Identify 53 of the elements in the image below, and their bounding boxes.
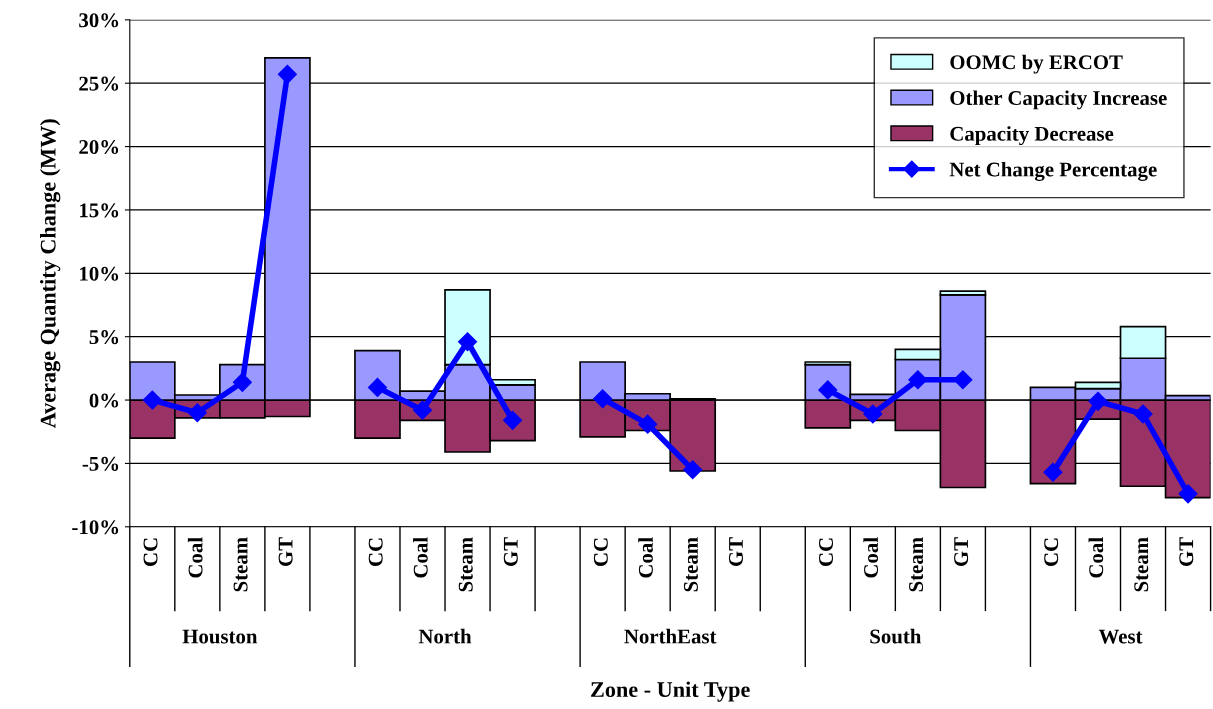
y-tick-label: 25% [79,76,119,91]
legend-label: Net Change Percentage [949,161,1157,181]
point [1133,404,1153,424]
legend-label: Capacity Decrease [950,126,1114,146]
text: NorthEast [624,628,717,644]
x-tick-label: CC [143,538,158,566]
y-tick-label: 30% [79,13,119,28]
x-tick-label: GT [1179,537,1194,567]
text: Houston [182,629,258,644]
x-tick-label: GT [503,537,518,567]
x-tick-label: CC [593,538,608,566]
x-tick-label: Coal [1088,537,1104,578]
y-tick-label: 10% [80,266,119,281]
x-tick-label: Steam [1134,537,1149,592]
x-tick-label: Steam [458,537,473,592]
x-tick-label: GT [728,537,743,567]
text: North [418,628,472,644]
point [953,370,973,390]
x-tick-label: Steam [233,537,248,592]
x-tick-label: GT [954,537,969,567]
y-tick-label: 15% [80,203,119,218]
x-tick-label: Coal [413,537,428,578]
text: West [1098,629,1143,644]
point [683,460,703,480]
x-tick-label: Coal [187,537,203,578]
x-axis-title: Zone - Unit Type [591,681,750,702]
y-tick-label: 0% [89,393,119,408]
x-tick-label: Steam [683,537,698,592]
y-axis-title: Average Quantity Change (MW) [40,119,61,429]
x-tick-label: GT [278,537,293,567]
x-tick-label: Coal [863,537,879,578]
point [142,390,162,410]
y-tick-label: 20% [79,139,119,155]
x-tick-label: CC [819,538,834,566]
legend-label: Other Capacity Increase [950,90,1167,110]
point [1088,391,1108,411]
point [367,377,388,397]
legend-label: OOMC by ERCOT [950,54,1123,74]
point [593,389,613,409]
x-tick-label: Steam [909,537,924,592]
y-tick-label: -5% [82,456,119,471]
x-tick-label: CC [1044,538,1059,566]
x-tick-label: CC [368,538,383,566]
x-tick-label: Coal [638,537,653,578]
point [187,403,207,423]
point [412,400,433,420]
point [1043,462,1063,482]
y-tick-label: -10% [72,520,119,535]
point [277,64,297,84]
point [458,332,478,352]
text: South [870,628,922,644]
point [1178,484,1198,504]
y-tick-label: 5% [89,330,119,345]
